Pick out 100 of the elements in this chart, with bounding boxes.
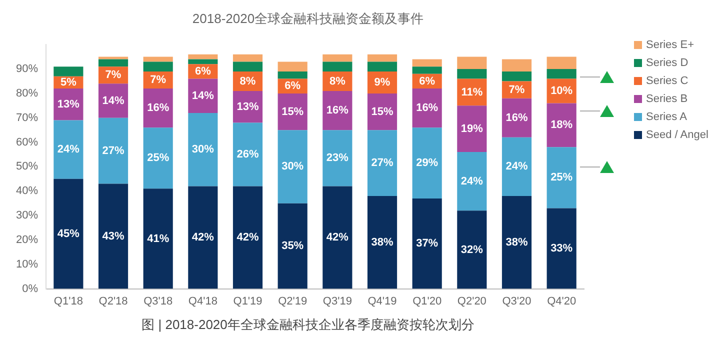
data-label: 18% <box>550 119 573 132</box>
bar <box>143 88 173 128</box>
legend-label: Series C <box>646 75 688 87</box>
bar <box>457 210 487 289</box>
bar <box>546 56 576 70</box>
bar <box>54 66 84 76</box>
bar <box>232 54 263 62</box>
data-label: 25% <box>550 172 573 184</box>
bar <box>143 188 173 289</box>
y-tick-label: 80% <box>16 87 38 100</box>
data-label: 7% <box>508 84 525 96</box>
data-label: 6% <box>419 75 436 88</box>
data-label: 32% <box>460 244 484 256</box>
bar <box>367 130 398 196</box>
data-label: 10% <box>550 85 573 98</box>
data-label: 6% <box>284 80 301 92</box>
bar <box>322 62 352 72</box>
bar <box>278 203 308 289</box>
bar <box>98 56 128 60</box>
data-label: 24% <box>460 175 484 188</box>
bar <box>188 59 218 64</box>
data-label: 24% <box>506 160 528 173</box>
bar <box>367 196 398 289</box>
data-label: 26% <box>236 148 259 161</box>
bar <box>412 198 442 289</box>
bar <box>412 66 442 74</box>
x-tick-label: Q4'20 <box>547 295 576 308</box>
bar <box>546 147 576 208</box>
bar <box>278 130 308 204</box>
data-label: 8% <box>240 75 256 88</box>
bar <box>98 184 128 289</box>
bar <box>502 98 532 138</box>
x-tick-label: Q3'20 <box>502 295 532 308</box>
legend-label: Series B <box>646 93 688 105</box>
y-tick-label: 50% <box>16 160 38 173</box>
bar <box>322 91 352 130</box>
data-label: 14% <box>102 94 124 107</box>
y-tick-label: 30% <box>16 210 38 222</box>
bar <box>143 128 173 189</box>
x-tick-label: Q3'18 <box>144 295 173 308</box>
data-label: 8% <box>329 75 346 88</box>
bar <box>232 62 263 72</box>
data-label: 9% <box>374 76 390 88</box>
x-tick-label: Q1'20 <box>412 295 442 308</box>
data-label: 15% <box>282 106 304 118</box>
x-tick-label: Q2'20 <box>457 295 486 308</box>
chart-title: 2018-2020全球金融科技融资金额及事件 <box>191 10 425 28</box>
data-label: 19% <box>460 122 484 135</box>
y-tick-label: 20% <box>16 234 38 246</box>
data-label: 11% <box>461 86 483 98</box>
data-label: 25% <box>147 152 170 164</box>
data-label: 38% <box>371 236 394 248</box>
data-label: 30% <box>192 144 214 156</box>
data-label: 24% <box>57 144 80 156</box>
bar <box>98 59 128 67</box>
bar <box>367 54 398 62</box>
bar <box>412 88 442 128</box>
data-label: 42% <box>326 232 349 244</box>
bar <box>322 186 352 289</box>
data-label: 30% <box>282 160 304 173</box>
data-label: 5% <box>60 76 77 88</box>
bar <box>457 106 487 152</box>
data-label: 16% <box>326 104 349 117</box>
data-label: 42% <box>236 232 259 244</box>
bar <box>232 186 263 289</box>
data-label: 43% <box>102 230 124 242</box>
data-label: 23% <box>326 152 349 164</box>
data-label: 38% <box>506 236 528 248</box>
y-tick-label: 40% <box>16 185 38 198</box>
data-label: 13% <box>57 98 80 110</box>
legend-label: Series D <box>646 57 688 69</box>
bar <box>457 56 487 70</box>
y-tick-label: 0% <box>22 282 38 295</box>
x-tick-label: Q4'18 <box>188 295 218 308</box>
bar <box>188 54 218 60</box>
x-tick-label: Q4'19 <box>368 295 397 308</box>
data-label: 27% <box>102 144 124 157</box>
bar <box>546 69 576 79</box>
bar <box>457 152 487 211</box>
bar <box>502 196 532 289</box>
bar <box>457 69 487 79</box>
bar <box>412 128 442 198</box>
bar <box>188 112 218 186</box>
data-label: 16% <box>506 112 528 124</box>
bar <box>546 103 576 148</box>
legend-label: Seed / Angel <box>646 129 708 141</box>
bar <box>278 62 308 72</box>
legend-label: Series E+ <box>646 39 694 51</box>
data-label: 7% <box>105 69 122 82</box>
x-tick-label: Q2'18 <box>98 295 128 308</box>
data-label: 16% <box>416 102 438 114</box>
data-label: 7% <box>150 74 166 86</box>
data-label: 16% <box>147 102 170 114</box>
x-tick-label: Q2'19 <box>278 295 308 308</box>
bar <box>143 56 173 62</box>
bar <box>232 122 263 186</box>
data-label: 15% <box>371 106 394 118</box>
y-tick-label: 10% <box>16 258 38 270</box>
bar <box>322 54 352 62</box>
data-label: 33% <box>550 242 573 255</box>
